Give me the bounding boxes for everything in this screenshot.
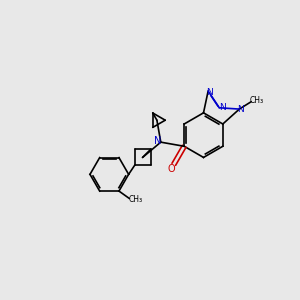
Text: N: N [220, 103, 226, 112]
Text: O: O [167, 164, 175, 174]
Text: CH₃: CH₃ [129, 196, 143, 205]
Text: N: N [238, 105, 244, 114]
Text: N: N [206, 88, 213, 97]
Text: CH₃: CH₃ [250, 96, 264, 105]
Text: N: N [154, 136, 161, 146]
